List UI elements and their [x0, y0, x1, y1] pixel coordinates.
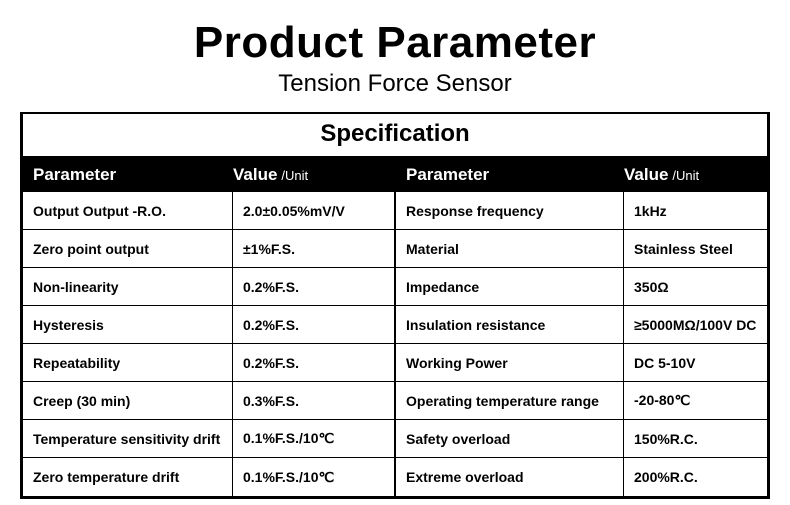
cell-value: 0.1%F.S./10℃: [233, 469, 394, 486]
cell-parameter: Repeatability: [23, 344, 233, 381]
column-header: Parameter Value/Unit: [396, 158, 767, 192]
header-unit-text: /Unit: [277, 168, 308, 183]
table-row: Zero point output±1%F.S.: [23, 230, 394, 268]
table-row: Hysteresis0.2%F.S.: [23, 306, 394, 344]
table-row: Impedance350Ω: [396, 268, 767, 306]
cell-value: 200%R.C.: [624, 469, 767, 485]
table-row: Repeatability0.2%F.S.: [23, 344, 394, 382]
cell-value: 0.2%F.S.: [233, 279, 394, 295]
cell-value: 0.3%F.S.: [233, 393, 394, 409]
cell-parameter: Extreme overload: [396, 458, 624, 496]
cell-value: 2.0±0.05%mV/V: [233, 203, 394, 219]
header-unit-text: /Unit: [668, 168, 699, 183]
cell-value: 350Ω: [624, 279, 767, 295]
cell-parameter: Operating temperature range: [396, 382, 624, 419]
table-row: MaterialStainless Steel: [396, 230, 767, 268]
spec-column-right: Parameter Value/Unit Response frequency1…: [396, 158, 767, 496]
table-row: Insulation resistance≥5000MΩ/100V DC: [396, 306, 767, 344]
cell-value: 0.1%F.S./10℃: [233, 430, 394, 447]
cell-value: -20-80℃: [624, 392, 767, 409]
cell-parameter: Working Power: [396, 344, 624, 381]
cell-parameter: Output Output -R.O.: [23, 192, 233, 229]
header-value: Value/Unit: [233, 158, 308, 192]
page-title: Product Parameter: [0, 18, 790, 68]
cell-parameter: Response frequency: [396, 192, 624, 229]
cell-parameter: Impedance: [396, 268, 624, 305]
cell-parameter: Insulation resistance: [396, 306, 624, 343]
cell-parameter: Zero temperature drift: [23, 458, 233, 496]
spec-title: Specification: [23, 114, 767, 158]
header-value-text: Value: [624, 165, 668, 184]
table-row: Response frequency1kHz: [396, 192, 767, 230]
header-value-text: Value: [233, 165, 277, 184]
table-row: Temperature sensitivity drift0.1%F.S./10…: [23, 420, 394, 458]
table-row: Operating temperature range-20-80℃: [396, 382, 767, 420]
cell-parameter: Zero point output: [23, 230, 233, 267]
header-parameter: Parameter: [396, 158, 624, 192]
cell-value: 0.2%F.S.: [233, 355, 394, 371]
spec-table: Specification Parameter Value/Unit Outpu…: [20, 112, 770, 499]
table-row: Output Output -R.O.2.0±0.05%mV/V: [23, 192, 394, 230]
table-row: Safety overload150%R.C.: [396, 420, 767, 458]
cell-value: 0.2%F.S.: [233, 317, 394, 333]
cell-parameter: Temperature sensitivity drift: [23, 420, 233, 457]
cell-parameter: Material: [396, 230, 624, 267]
table-row: Zero temperature drift0.1%F.S./10℃: [23, 458, 394, 496]
cell-parameter: Hysteresis: [23, 306, 233, 343]
cell-parameter: Creep (30 min): [23, 382, 233, 419]
header-parameter: Parameter: [23, 158, 233, 192]
table-row: Creep (30 min)0.3%F.S.: [23, 382, 394, 420]
cell-value: 150%R.C.: [624, 431, 767, 447]
spec-column-left: Parameter Value/Unit Output Output -R.O.…: [23, 158, 396, 496]
cell-value: ±1%F.S.: [233, 241, 394, 257]
table-row: Extreme overload200%R.C.: [396, 458, 767, 496]
cell-value: DC 5-10V: [624, 355, 767, 371]
cell-parameter: Non-linearity: [23, 268, 233, 305]
table-row: Non-linearity0.2%F.S.: [23, 268, 394, 306]
header-value: Value/Unit: [624, 158, 699, 192]
cell-value: Stainless Steel: [624, 241, 767, 257]
cell-parameter: Safety overload: [396, 420, 624, 457]
page-subtitle: Tension Force Sensor: [0, 70, 790, 98]
column-header: Parameter Value/Unit: [23, 158, 394, 192]
table-row: Working PowerDC 5-10V: [396, 344, 767, 382]
cell-value: ≥5000MΩ/100V DC: [624, 317, 767, 333]
cell-value: 1kHz: [624, 203, 767, 219]
